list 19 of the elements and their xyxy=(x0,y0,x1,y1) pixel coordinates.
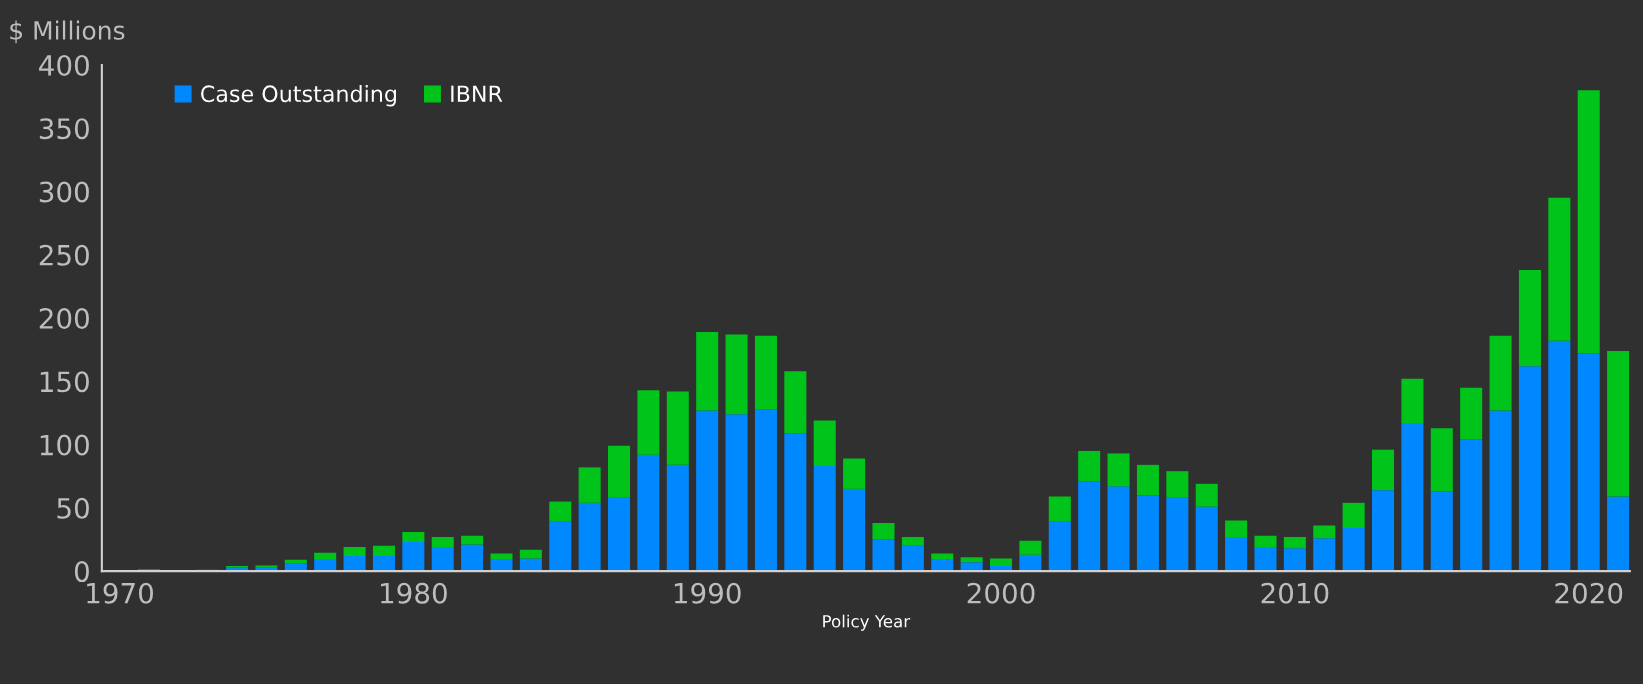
y-tick-label: 0 xyxy=(74,561,89,583)
y-tick-label: 300 xyxy=(39,181,89,203)
x-tick-label: 2020 xyxy=(1555,582,1623,604)
legend-label: Case Outstanding xyxy=(201,84,396,107)
x-tick-label: 2010 xyxy=(1261,582,1329,604)
y-tick-label: 100 xyxy=(40,434,89,456)
x-tick-label: 1980 xyxy=(381,582,447,604)
y-tick-label: 50 xyxy=(57,497,89,519)
y-tick-label: 350 xyxy=(39,118,89,140)
x-axis-title: Policy Year xyxy=(823,614,911,631)
legend-label: IBNR xyxy=(451,85,503,102)
y-tick-label: 250 xyxy=(39,244,89,266)
y-tick-label: 400 xyxy=(39,54,89,76)
x-tick-label: 1970 xyxy=(87,582,153,604)
y-tick-label: 200 xyxy=(39,308,89,330)
x-tick-label: 1990 xyxy=(674,582,741,604)
y-tick-label: 150 xyxy=(40,371,89,393)
y-axis-title: $ Millions xyxy=(10,20,125,44)
x-tick-label: 2000 xyxy=(967,582,1035,604)
